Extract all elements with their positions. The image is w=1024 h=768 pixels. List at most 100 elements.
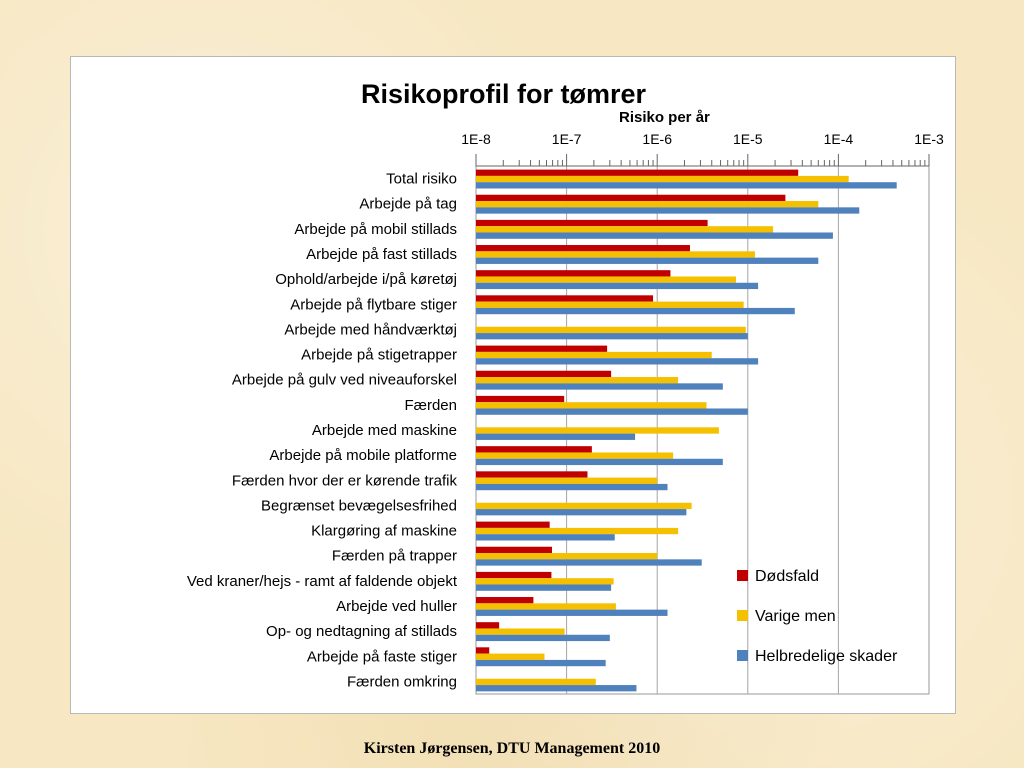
x-tick-label: 1E-8 xyxy=(461,131,491,147)
bar-helbredelige-skader xyxy=(476,182,897,189)
bar-varige-men xyxy=(476,452,674,459)
category-label: Begrænset bevægelsesfrihed xyxy=(261,497,457,514)
bar-varige-men xyxy=(476,502,692,510)
bar-helbredelige-skader xyxy=(476,634,610,642)
bar-dødsfald xyxy=(476,270,671,277)
bar-helbredelige-skader xyxy=(476,333,748,340)
category-label: Arbejde på mobil stillads xyxy=(294,221,457,238)
bar-varige-men xyxy=(476,628,565,635)
bar-varige-men xyxy=(476,377,679,384)
bar-varige-men xyxy=(476,226,774,233)
category-label: Arbejde på tag xyxy=(359,196,457,213)
bar-varige-men xyxy=(476,678,596,686)
bar-helbredelige-skader xyxy=(476,458,723,466)
legend-swatch xyxy=(737,570,748,581)
bar-dødsfald xyxy=(476,622,500,629)
bar-varige-men xyxy=(476,175,849,183)
x-tick-label: 1E-3 xyxy=(914,131,944,147)
bar-varige-men xyxy=(476,251,755,258)
bar-varige-men xyxy=(476,477,658,484)
bar-dødsfald xyxy=(476,571,552,579)
category-label: Klargøring af maskine xyxy=(311,523,457,540)
bar-helbredelige-skader xyxy=(476,307,795,315)
category-label: Total risiko xyxy=(386,171,457,188)
bar-dødsfald xyxy=(476,597,534,604)
legend-label: Varige men xyxy=(755,608,836,625)
bar-helbredelige-skader xyxy=(476,534,615,541)
bar-varige-men xyxy=(476,351,712,359)
category-label: Arbejde på faste stiger xyxy=(307,648,457,665)
bar-dødsfald xyxy=(476,219,708,227)
bar-dødsfald xyxy=(476,647,490,654)
bar-varige-men xyxy=(476,201,819,208)
category-label: Arbejde på stigetrapper xyxy=(301,347,457,364)
bar-varige-men xyxy=(476,527,679,535)
category-label: Arbejde på fast stillads xyxy=(306,246,457,263)
category-label: Færden omkring xyxy=(347,673,457,690)
chart-panel: Risikoprofil for tømrer Risiko per år 1E… xyxy=(70,56,956,714)
bar-helbredelige-skader xyxy=(476,483,668,491)
bar-dødsfald xyxy=(476,345,608,352)
risk-chart: Risikoprofil for tømrer Risiko per år 1E… xyxy=(187,79,944,695)
category-label: Arbejde på mobile platforme xyxy=(269,447,457,464)
bar-helbredelige-skader xyxy=(476,584,612,591)
bar-dødsfald xyxy=(476,370,612,378)
bar-dødsfald xyxy=(476,245,690,252)
bar-dødsfald xyxy=(476,446,592,453)
bar-dødsfald xyxy=(476,169,799,176)
bar-varige-men xyxy=(476,427,719,434)
footer-credit: Kirsten Jørgensen, DTU Management 2010 xyxy=(363,740,661,757)
legend-swatch xyxy=(737,650,748,661)
category-label: Op- og nedtagning af stillads xyxy=(266,623,457,640)
x-tick-label: 1E-4 xyxy=(824,131,854,147)
legend: Dødsfald Varige men Helbredelige skader xyxy=(737,568,898,665)
category-label: Færden xyxy=(404,397,457,414)
category-label: Færden hvor der er kørende trafik xyxy=(232,472,458,489)
bar-varige-men xyxy=(476,301,744,308)
legend-label: Helbredelige skader xyxy=(755,648,898,665)
bar-helbredelige-skader xyxy=(476,207,860,214)
bar-varige-men xyxy=(476,326,746,334)
bar-helbredelige-skader xyxy=(476,685,637,692)
bar-varige-men xyxy=(476,553,658,560)
bar-dødsfald xyxy=(476,395,565,403)
bar-dødsfald xyxy=(476,521,550,528)
bar-helbredelige-skader xyxy=(476,282,759,290)
bar-helbredelige-skader xyxy=(476,559,702,566)
bar-helbredelige-skader xyxy=(476,408,748,415)
category-label: Arbejde på gulv ved niveauforskel xyxy=(232,372,457,389)
bar-varige-men xyxy=(476,653,545,660)
category-label: Arbejde ved huller xyxy=(336,598,457,615)
x-tick-labels: 1E-8 1E-7 1E-6 1E-5 1E-4 1E-3 xyxy=(461,131,944,147)
bar-varige-men xyxy=(476,276,736,283)
bar-varige-men xyxy=(476,402,707,409)
bar-varige-men xyxy=(476,603,616,610)
category-label: Arbejde på flytbare stiger xyxy=(290,296,457,313)
x-tick-label: 1E-7 xyxy=(552,131,582,147)
bar-helbredelige-skader xyxy=(476,509,687,516)
bars xyxy=(476,169,897,692)
category-label: Færden på trapper xyxy=(332,548,457,565)
category-label: Ved kraner/hejs - ramt af faldende objek… xyxy=(187,573,458,590)
bar-helbredelige-skader xyxy=(476,609,668,616)
category-labels: Total risiko Arbejde på tag Arbejde på mob… xyxy=(187,171,458,691)
legend-swatch xyxy=(737,610,748,621)
bar-dødsfald xyxy=(476,471,588,478)
bar-varige-men xyxy=(476,578,614,585)
bar-helbredelige-skader xyxy=(476,257,819,264)
x-tick-label: 1E-6 xyxy=(642,131,672,147)
chart-title: Risikoprofil for tømrer xyxy=(361,79,647,109)
legend-label: Dødsfald xyxy=(755,568,819,585)
bar-helbredelige-skader xyxy=(476,358,759,365)
x-axis-label: Risiko per år xyxy=(619,109,710,126)
x-tick-label: 1E-5 xyxy=(733,131,763,147)
bar-dødsfald xyxy=(476,546,552,554)
bar-helbredelige-skader xyxy=(476,232,833,239)
bar-dødsfald xyxy=(476,295,654,302)
bar-dødsfald xyxy=(476,194,786,202)
bar-helbredelige-skader xyxy=(476,433,636,440)
category-label: Arbejde med maskine xyxy=(312,422,457,439)
bar-helbredelige-skader xyxy=(476,383,723,390)
category-label: Ophold/arbejde i/på køretøj xyxy=(275,271,457,288)
bar-helbredelige-skader xyxy=(476,659,606,667)
